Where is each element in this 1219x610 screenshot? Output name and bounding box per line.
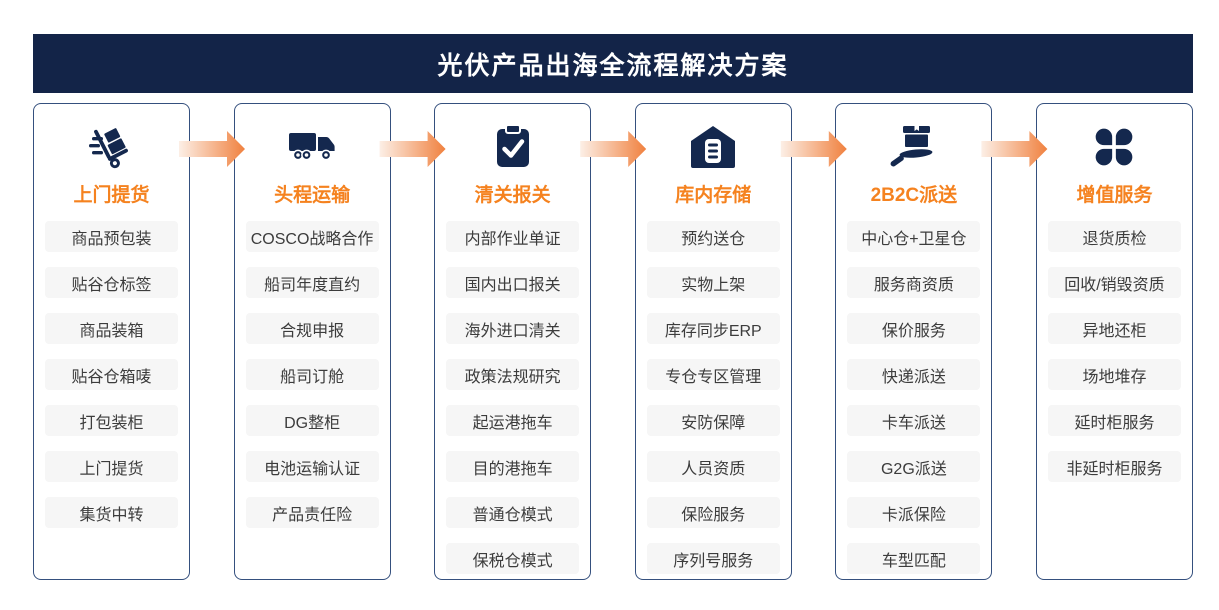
service-item: 序列号服务 [646, 543, 780, 574]
stage-column-customs: 清关报关 内部作业单证 国内出口报关 海外进口清关 政策法规研究 起运港拖车 目… [434, 103, 592, 580]
service-item: COSCO战略合作 [245, 221, 379, 252]
stage-items: 中心仓+卫星仓 服务商资质 保价服务 快递派送 卡车派送 G2G派送 卡派保险 … [836, 221, 991, 574]
service-item: 产品责任险 [245, 497, 379, 528]
service-item: 集货中转 [45, 497, 178, 528]
stage-items: 预约送仓 实物上架 库存同步ERP 专仓专区管理 安防保障 人员资质 保险服务 … [636, 221, 791, 574]
four-petals-icon [1037, 124, 1192, 170]
service-item: 场地堆存 [1047, 359, 1181, 390]
service-item: 船司年度直约 [245, 267, 379, 298]
service-item: G2G派送 [847, 451, 981, 482]
clipboard-check-icon [435, 124, 590, 170]
service-item: 普通仓模式 [446, 497, 580, 528]
truck-icon [235, 124, 390, 170]
stage-items: COSCO战略合作 船司年度直约 合规申报 船司订舱 DG整柜 电池运输认证 产… [235, 221, 390, 528]
stage-column-delivery: 2B2C派送 中心仓+卫星仓 服务商资质 保价服务 快递派送 卡车派送 G2G派… [835, 103, 993, 580]
service-item: 快递派送 [847, 359, 981, 390]
service-item: 保税仓模式 [446, 543, 580, 574]
service-item: 延时柜服务 [1047, 405, 1181, 436]
service-item: 卡车派送 [847, 405, 981, 436]
service-item: 贴谷仓标签 [45, 267, 178, 298]
service-item: 非延时柜服务 [1047, 451, 1181, 482]
service-item: 预约送仓 [646, 221, 780, 252]
stage-items: 内部作业单证 国内出口报关 海外进口清关 政策法规研究 起运港拖车 目的港拖车 … [435, 221, 590, 574]
service-item: 打包装柜 [45, 405, 178, 436]
handtruck-icon [34, 124, 189, 170]
service-item: 安防保障 [646, 405, 780, 436]
stage-column-pickup: 上门提货 商品预包装 贴谷仓标签 商品装箱 贴谷仓箱唛 打包装柜 上门提货 集货… [33, 103, 190, 580]
stage-title: 库内存储 [675, 185, 752, 206]
service-item: 政策法规研究 [446, 359, 580, 390]
service-item: 海外进口清关 [446, 313, 580, 344]
stage-title: 2B2C派送 [870, 185, 958, 206]
service-item: 服务商资质 [847, 267, 981, 298]
service-item: 合规申报 [245, 313, 379, 344]
service-item: 异地还柜 [1047, 313, 1181, 344]
service-item: 保价服务 [847, 313, 981, 344]
stage-items: 退货质检 回收/销毁资质 异地还柜 场地堆存 延时柜服务 非延时柜服务 [1037, 221, 1192, 482]
service-item: 商品装箱 [45, 313, 178, 344]
stage-title: 头程运输 [274, 185, 351, 206]
service-item: 贴谷仓箱唛 [45, 359, 178, 390]
service-item: 上门提货 [45, 451, 178, 482]
stage-title: 上门提货 [73, 185, 150, 206]
service-item: 退货质检 [1047, 221, 1181, 252]
stage-column-value-added: 增值服务 退货质检 回收/销毁资质 异地还柜 场地堆存 延时柜服务 非延时柜服务 [1035, 103, 1193, 580]
header-banner: 光伏产品出海全流程解决方案 [33, 34, 1193, 93]
hand-box-icon [836, 124, 991, 170]
service-item: 车型匹配 [847, 543, 981, 574]
service-item: 卡派保险 [847, 497, 981, 528]
service-item: 船司订舱 [245, 359, 379, 390]
service-item: 实物上架 [646, 267, 780, 298]
stage-title: 清关报关 [474, 185, 551, 206]
service-item: 起运港拖车 [446, 405, 580, 436]
service-item: 专仓专区管理 [646, 359, 780, 390]
service-item: 保险服务 [646, 497, 780, 528]
stage-column-first-leg: 头程运输 COSCO战略合作 船司年度直约 合规申报 船司订舱 DG整柜 电池运… [233, 103, 391, 580]
service-item: 内部作业单证 [446, 221, 580, 252]
stage-items: 商品预包装 贴谷仓标签 商品装箱 贴谷仓箱唛 打包装柜 上门提货 集货中转 [34, 221, 189, 528]
warehouse-icon [636, 124, 791, 170]
service-item: 电池运输认证 [245, 451, 379, 482]
service-item: 库存同步ERP [646, 313, 780, 344]
page-title: 光伏产品出海全流程解决方案 [437, 51, 789, 80]
service-item: 商品预包装 [45, 221, 178, 252]
service-item: 回收/销毁资质 [1047, 267, 1181, 298]
flow-container: 上门提货 商品预包装 贴谷仓标签 商品装箱 贴谷仓箱唛 打包装柜 上门提货 集货… [33, 103, 1193, 580]
service-item: 中心仓+卫星仓 [847, 221, 981, 252]
stage-column-warehouse: 库内存储 预约送仓 实物上架 库存同步ERP 专仓专区管理 安防保障 人员资质 … [634, 103, 792, 580]
service-item: 国内出口报关 [446, 267, 580, 298]
service-item: 目的港拖车 [446, 451, 580, 482]
service-item: DG整柜 [245, 405, 379, 436]
stage-title: 增值服务 [1076, 185, 1153, 206]
service-item: 人员资质 [646, 451, 780, 482]
